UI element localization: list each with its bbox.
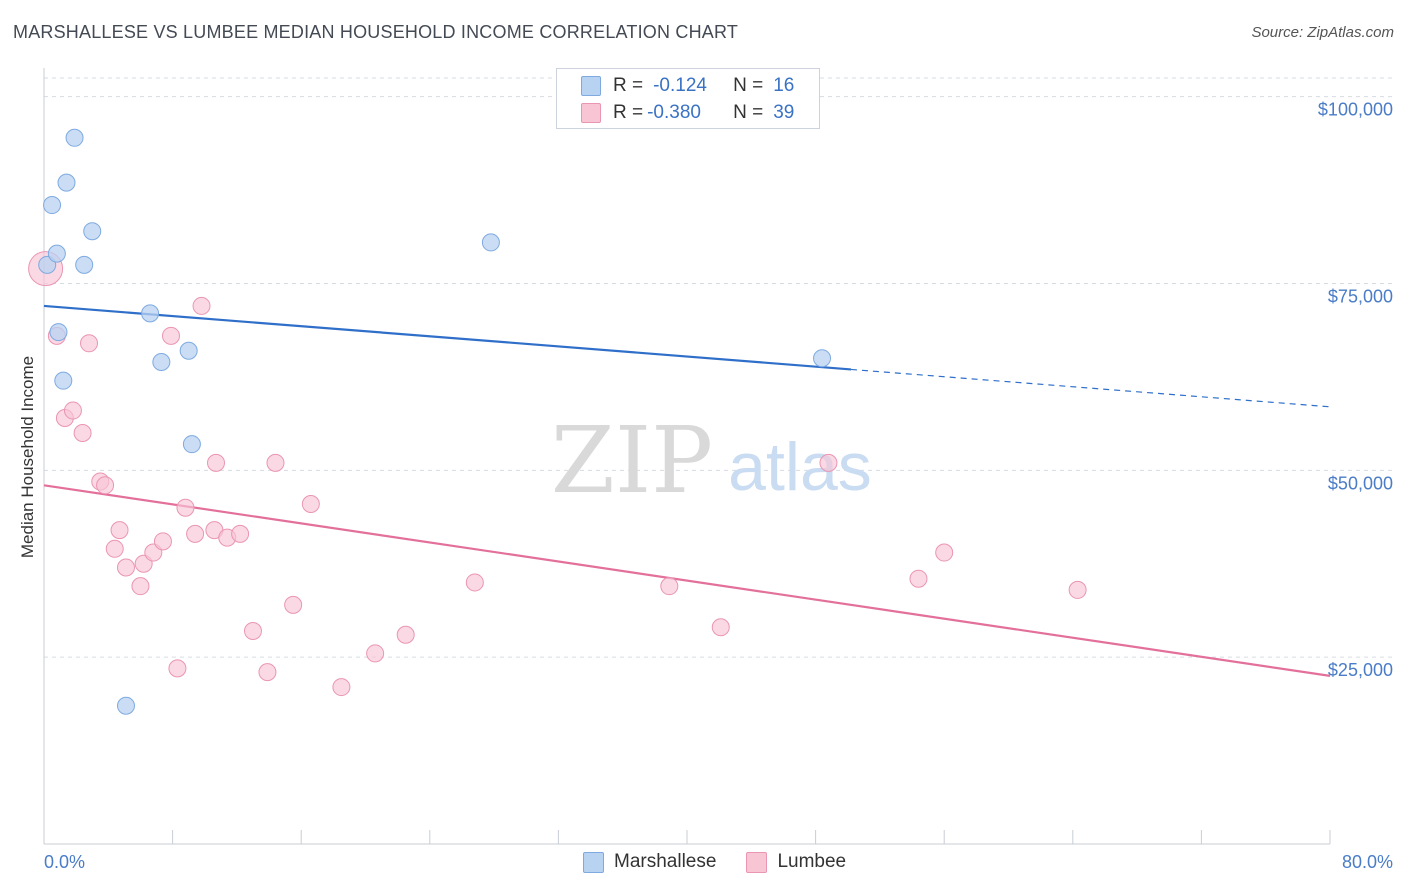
marshallese-point xyxy=(54,371,73,390)
lumbee-point xyxy=(909,569,928,588)
source-label: Source: ZipAtlas.com xyxy=(1251,24,1394,41)
lumbee-point xyxy=(110,521,129,540)
axes xyxy=(43,68,1331,845)
lumbee-point xyxy=(284,595,303,614)
r-label: R = xyxy=(613,102,644,123)
lumbee-point xyxy=(258,663,277,682)
watermark-zip: ZIP xyxy=(551,407,713,514)
marshallese-trend-line xyxy=(43,304,852,371)
marshallese-trend-extension xyxy=(850,368,1331,408)
lumbee-point xyxy=(935,543,954,562)
lumbee-point xyxy=(168,659,187,678)
legend-row-lumbee: R = -0.380 N = 39 xyxy=(581,100,794,126)
marshallese-point xyxy=(182,435,201,454)
lumbee-point xyxy=(186,524,205,543)
marshallese-point xyxy=(83,222,102,241)
lumbee-point xyxy=(711,618,730,637)
lumbee-point xyxy=(332,678,351,697)
lumbee-point xyxy=(301,494,320,513)
watermark: ZIP atlas xyxy=(551,407,872,514)
lumbee-point xyxy=(80,334,99,353)
trend-lines xyxy=(43,304,1331,677)
lumbee-point xyxy=(243,622,262,641)
marshallese-swatch xyxy=(581,76,601,96)
lumbee-point xyxy=(161,326,180,345)
marshallese-point xyxy=(152,352,171,371)
n-value: 16 xyxy=(773,75,795,96)
legend-item-lumbee: Lumbee xyxy=(746,851,846,873)
x-tick-max: 80.0% xyxy=(1341,852,1393,872)
marshallese-point xyxy=(141,304,160,323)
marshallese-legend-swatch xyxy=(583,851,604,873)
lumbee-point xyxy=(176,498,195,517)
series-legend: Marshallese Lumbee xyxy=(583,851,876,873)
lumbee-swatch xyxy=(581,103,601,123)
x-tick-min: 0.0% xyxy=(44,852,86,872)
marshallese-point xyxy=(813,349,832,368)
legend-label-lumbee: Lumbee xyxy=(777,851,847,872)
n-label: N = xyxy=(733,75,764,96)
marshallese-point xyxy=(57,173,76,192)
lumbee-trend-line xyxy=(43,484,1331,677)
watermark-atlas: atlas xyxy=(728,429,872,505)
lumbee-point xyxy=(116,558,135,577)
n-value: 39 xyxy=(773,102,795,123)
n-label: N = xyxy=(733,102,764,123)
marshallese-point xyxy=(43,196,62,215)
lumbee-point xyxy=(207,453,226,472)
lumbee-legend-swatch xyxy=(746,851,768,873)
y-tick-label: $50,000 xyxy=(1328,473,1393,493)
lumbee-point xyxy=(131,577,150,596)
legend-item-marshallese: Marshallese xyxy=(583,851,716,873)
marshallese-point xyxy=(75,255,94,274)
y-tick-label: $100,000 xyxy=(1318,100,1393,120)
r-label: R = xyxy=(613,75,644,96)
marshallese-point xyxy=(116,696,135,715)
lumbee-point xyxy=(396,625,415,644)
data-points xyxy=(28,128,1087,715)
lumbee-point xyxy=(192,296,211,315)
lumbee-point xyxy=(366,644,385,663)
chart-title: MARSHALLESE VS LUMBEE MEDIAN HOUSEHOLD I… xyxy=(13,22,739,42)
lumbee-point xyxy=(105,539,124,558)
lumbee-point xyxy=(73,423,92,442)
y-tick-label: $75,000 xyxy=(1328,287,1393,307)
lumbee-point xyxy=(660,577,679,596)
lumbee-point xyxy=(266,453,285,472)
marshallese-point xyxy=(49,323,68,342)
y-tick-label: $25,000 xyxy=(1328,660,1393,680)
r-value: -0.380 xyxy=(647,102,701,123)
correlation-legend: R = -0.124 N = 16 R = -0.380 N = 39 xyxy=(556,68,820,129)
legend-row-marshallese: R = -0.124 N = 16 xyxy=(581,73,794,99)
marshallese-point xyxy=(47,244,66,263)
gridlines xyxy=(44,77,1393,658)
y-axis-label: Median Household Income xyxy=(18,355,37,559)
marshallese-point xyxy=(179,341,198,360)
lumbee-point xyxy=(465,573,484,592)
lumbee-point xyxy=(231,524,250,543)
lumbee-point xyxy=(1068,580,1087,599)
marshallese-point xyxy=(65,128,84,147)
lumbee-point xyxy=(819,453,838,472)
lumbee-point xyxy=(63,401,82,420)
marshallese-point xyxy=(481,233,500,252)
r-value: -0.124 xyxy=(653,75,707,96)
lumbee-point xyxy=(153,532,172,551)
y-tick-labels: $25,000 $50,000 $75,000 $100,000 xyxy=(1318,100,1393,680)
lumbee-point xyxy=(96,476,115,495)
legend-label-marshallese: Marshallese xyxy=(614,851,717,872)
